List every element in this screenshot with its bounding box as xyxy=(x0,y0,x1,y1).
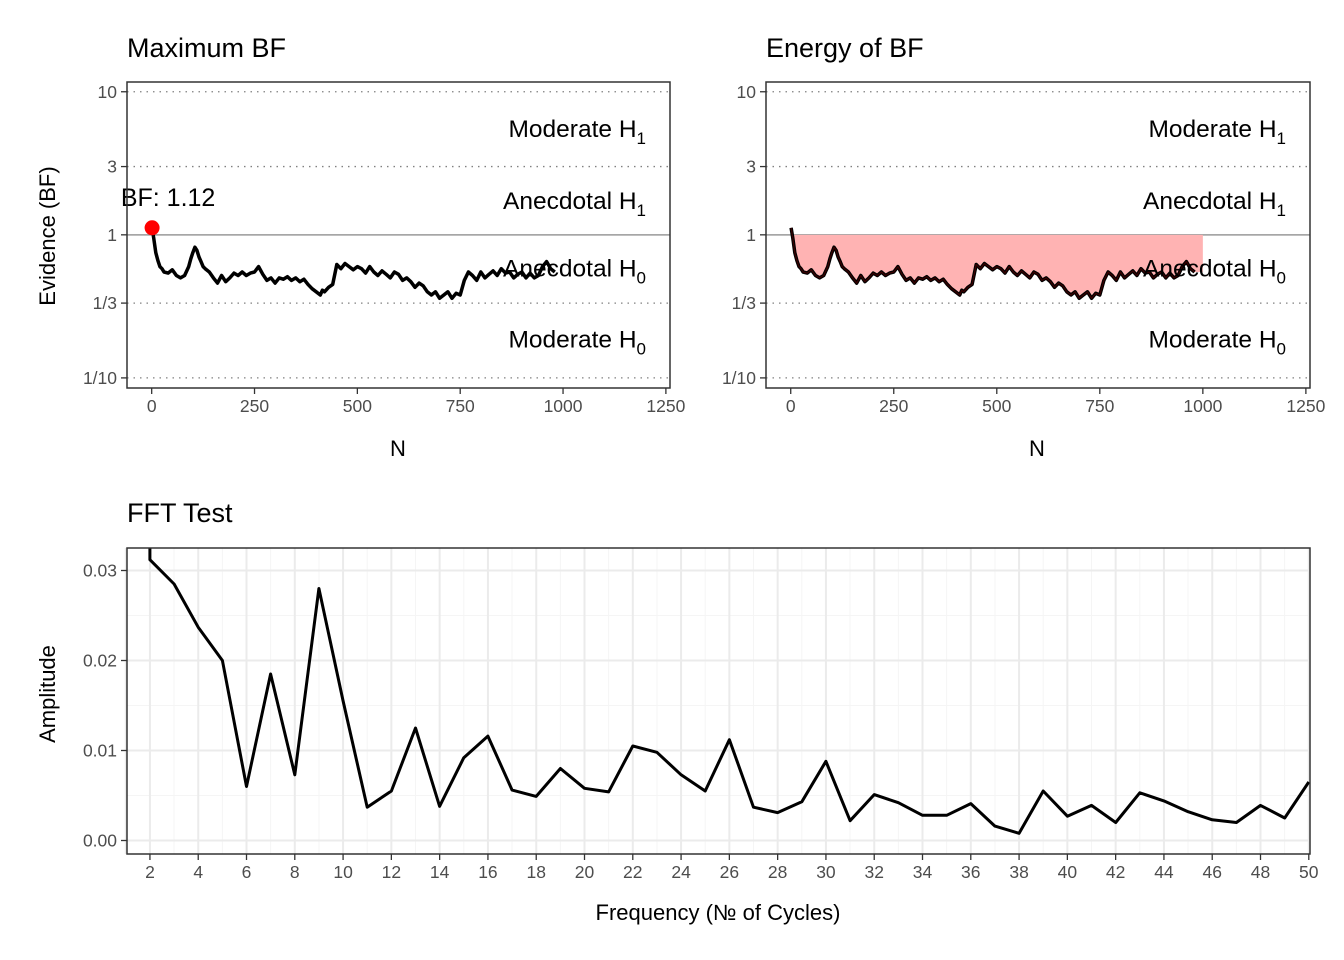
maximum-bf-x-tick-label: 750 xyxy=(446,396,475,416)
maximum-bf-zone-label-subscript: 1 xyxy=(637,129,646,148)
maximum-bf-y-tick-label: 1/10 xyxy=(83,368,117,388)
fft-x-tick-label: 50 xyxy=(1299,862,1319,882)
fft-x-tick-label: 48 xyxy=(1251,862,1270,882)
fft-x-tick-label: 34 xyxy=(913,862,933,882)
fft-test-panel: FFT Test Amplitude Frequency (№ of Cycle… xyxy=(35,498,1319,925)
fft-x-tick-label: 36 xyxy=(961,862,980,882)
energy-of-bf-zone-label: Moderate H1 xyxy=(1149,116,1286,148)
maximum-bf-y-tick-label: 3 xyxy=(107,157,117,177)
fft-x-tick-label: 12 xyxy=(382,862,401,882)
fft-panel-border xyxy=(126,547,1311,855)
fft-x-tick-label: 32 xyxy=(864,862,883,882)
energy-of-bf-zone-label-subscript: 1 xyxy=(1277,129,1286,148)
max-bf-annotation: BF: 1.12 xyxy=(121,184,216,212)
maximum-bf-x-tick-label: 0 xyxy=(147,396,157,416)
fft-x-tick-label: 20 xyxy=(575,862,595,882)
maximum-bf-panel: Maximum BF Evidence (BF) N Moderate H1 An… xyxy=(35,33,686,461)
fft-x-tick-label: 18 xyxy=(526,862,545,882)
maximum-bf-zone-label-subscript: 1 xyxy=(637,201,646,220)
maximum-bf-y-tick-label: 10 xyxy=(98,82,118,102)
maximum-bf-zone-label: Moderate H1 xyxy=(509,116,646,148)
energy-of-bf-x-tick-label: 750 xyxy=(1085,396,1114,416)
energy-of-bf-x-tick-label: 500 xyxy=(982,396,1011,416)
fft-x-tick-label: 40 xyxy=(1058,862,1078,882)
maximum-bf-title: Maximum BF xyxy=(127,33,286,63)
fft-y-tick-label: 0.00 xyxy=(83,831,117,851)
fft-y-tick-label: 0.03 xyxy=(83,561,117,581)
maximum-bf-zone-label: Moderate H0 xyxy=(509,327,646,359)
energy-of-bf-zone-label-subscript: 0 xyxy=(1277,340,1286,359)
fft-y-tick-label: 0.02 xyxy=(83,651,117,671)
maximum-bf-x-tick-label: 250 xyxy=(240,396,269,416)
energy-of-bf-title: Energy of BF xyxy=(766,33,924,63)
energy-of-bf-y-tick-label: 1/10 xyxy=(722,368,756,388)
fft-test-title: FFT Test xyxy=(127,498,233,528)
energy-of-bf-x-tick-label: 250 xyxy=(879,396,908,416)
energy-of-bf-y-tick-label: 10 xyxy=(737,82,757,102)
fft-x-tick-label: 22 xyxy=(623,862,642,882)
maximum-bf-x-tick-label: 1250 xyxy=(646,396,685,416)
energy-of-bf-x-tick-label: 1250 xyxy=(1286,396,1325,416)
maximum-bf-zone-label-subscript: 0 xyxy=(637,269,646,288)
fft-x-tick-label: 10 xyxy=(333,862,353,882)
fft-series-line xyxy=(148,548,1310,835)
energy-of-bf-y-tick-label: 3 xyxy=(746,157,756,177)
fft-x-tick-label: 14 xyxy=(430,862,450,882)
maximum-bf-y-tick-label: 1/3 xyxy=(93,293,117,313)
fft-x-axis-label: Frequency (№ of Cycles) xyxy=(596,900,841,925)
energy-of-bf-y-tick-label: 1 xyxy=(746,225,756,245)
fft-x-tick-label: 44 xyxy=(1154,862,1174,882)
energy-of-bf-y-tick-label: 1/3 xyxy=(732,293,756,313)
energy-of-bf-zone-label-subscript: 0 xyxy=(1277,269,1286,288)
energy-of-bf-x-tick-label: 0 xyxy=(786,396,796,416)
maximum-bf-x-tick-label: 500 xyxy=(343,396,372,416)
fft-x-tick-label: 4 xyxy=(193,862,203,882)
maximum-bf-y-tick-label: 1 xyxy=(107,225,117,245)
energy-of-bf-zone-label: Moderate H0 xyxy=(1149,327,1286,359)
max-bf-point xyxy=(144,220,160,236)
energy-of-bf-panel: Energy of BF N Moderate H1 Anecdotal H1 An… xyxy=(722,33,1326,461)
maximum-bf-x-tick-label: 1000 xyxy=(544,396,583,416)
fft-y-tick-label: 0.01 xyxy=(83,741,117,761)
fft-x-tick-label: 24 xyxy=(671,862,691,882)
fft-x-tick-label: 46 xyxy=(1202,862,1221,882)
fft-y-axis-label: Amplitude xyxy=(35,645,60,743)
energy-of-bf-zone-label: Anecdotal H0 xyxy=(1143,256,1286,288)
energy-of-bf-x-axis-label: N xyxy=(1029,436,1045,461)
energy-of-bf-x-tick-label: 1000 xyxy=(1183,396,1222,416)
fft-x-tick-label: 26 xyxy=(720,862,739,882)
fft-x-tick-label: 8 xyxy=(290,862,300,882)
maximum-bf-zone-label: Anecdotal H0 xyxy=(503,256,646,288)
fft-x-tick-label: 6 xyxy=(242,862,252,882)
maximum-bf-zone-label-subscript: 0 xyxy=(637,340,646,359)
maximum-bf-series-line xyxy=(150,227,556,301)
fft-x-tick-label: 2 xyxy=(145,862,155,882)
maximum-bf-x-axis-label: N xyxy=(390,436,406,461)
energy-of-bf-zone-label-subscript: 1 xyxy=(1277,201,1286,220)
fft-x-tick-label: 38 xyxy=(1009,862,1028,882)
fft-x-tick-label: 28 xyxy=(768,862,787,882)
fft-x-tick-label: 30 xyxy=(816,862,836,882)
fft-x-tick-label: 42 xyxy=(1106,862,1125,882)
energy-of-bf-series-line-overlay xyxy=(790,227,1195,299)
fft-x-tick-label: 16 xyxy=(478,862,497,882)
maximum-bf-y-axis-label: Evidence (BF) xyxy=(35,166,60,305)
maximum-bf-zone-label: Anecdotal H1 xyxy=(503,188,646,220)
energy-of-bf-zone-label: Anecdotal H1 xyxy=(1143,188,1286,220)
